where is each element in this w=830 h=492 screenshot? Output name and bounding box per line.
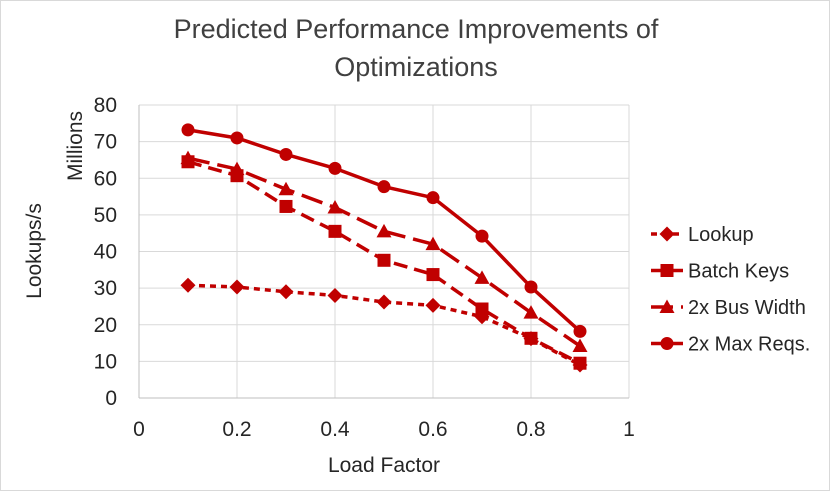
data-point-triangle — [474, 270, 490, 284]
y-tick-label: 30 — [94, 277, 117, 300]
legend-marker-circle — [660, 337, 674, 350]
y-tick-label: 80 — [94, 94, 117, 117]
y-tick-label: 20 — [94, 314, 117, 337]
data-point-square — [377, 253, 391, 267]
data-point-triangle — [425, 236, 441, 251]
data-point-triangle — [229, 161, 245, 176]
data-point-square — [426, 268, 440, 282]
data-point-diamond — [229, 279, 245, 295]
legend-label: Batch Keys — [688, 261, 789, 283]
data-point-diamond — [376, 294, 392, 310]
series-line-0 — [187, 283, 581, 367]
y-tick-label: 50 — [94, 204, 117, 227]
series-lines — [180, 123, 588, 373]
legend-marker-triangle — [659, 299, 675, 313]
data-point-square — [524, 331, 538, 345]
data-point-triangle — [572, 338, 588, 352]
legend-label: Lookup — [688, 224, 754, 246]
axes: 0 10 20 30 40 50 60 70 80 0 0.2 0.4 0.6 0.8 1 — [94, 94, 635, 441]
y-tick-label: 0 — [105, 387, 117, 410]
data-point-circle — [279, 147, 293, 161]
legend-label: 2x Bus Width — [688, 297, 806, 319]
series-line-2 — [187, 156, 581, 348]
y-tick-label: 40 — [94, 241, 117, 264]
data-point-circle — [377, 180, 391, 194]
data-point-circle — [181, 123, 195, 137]
legend-label: 2x Max Reqs. — [688, 334, 810, 356]
x-tick-label: 1 — [623, 418, 635, 441]
data-point-circle — [573, 324, 587, 338]
x-tick-label: 0.6 — [418, 418, 447, 441]
data-point-square — [328, 224, 342, 238]
data-point-square — [573, 356, 587, 370]
data-point-diamond — [327, 287, 343, 303]
chart-title-line-1: Predicted Performance Improvements of — [174, 14, 659, 44]
data-point-triangle — [180, 150, 196, 165]
x-tick-label: 0.4 — [320, 418, 350, 441]
legend-marker-diamond — [659, 226, 675, 242]
data-point-circle — [230, 131, 244, 145]
x-tick-label: 0.2 — [222, 418, 251, 441]
chart-title-line-2: Optimizations — [334, 52, 498, 82]
data-point-square — [475, 302, 489, 316]
gridlines — [139, 104, 630, 398]
y-axis-title: Lookups/s — [23, 203, 46, 299]
data-point-circle — [328, 161, 342, 175]
data-point-triangle — [278, 181, 294, 196]
data-point-circle — [475, 229, 489, 243]
data-point-square — [279, 199, 293, 213]
data-point-circle — [524, 280, 538, 294]
y-tick-label: 10 — [94, 350, 117, 373]
x-axis-title: Load Factor — [328, 454, 440, 477]
x-tick-label: 0 — [133, 418, 145, 441]
legend: Lookup Batch Keys 2x Bus Width 2x Max Reqs. — [651, 224, 810, 356]
data-point-triangle — [523, 305, 539, 319]
legend-marker-square — [660, 264, 674, 277]
data-point-triangle — [376, 223, 392, 238]
data-point-diamond — [278, 284, 294, 300]
data-point-diamond — [425, 297, 441, 313]
data-point-triangle — [327, 200, 343, 214]
y-axis-unit-label: Millions — [64, 111, 87, 181]
y-tick-label: 60 — [94, 167, 117, 190]
data-point-circle — [426, 191, 440, 205]
y-tick-label: 70 — [94, 131, 117, 154]
data-point-diamond — [180, 277, 196, 293]
x-tick-label: 0.8 — [516, 418, 545, 441]
